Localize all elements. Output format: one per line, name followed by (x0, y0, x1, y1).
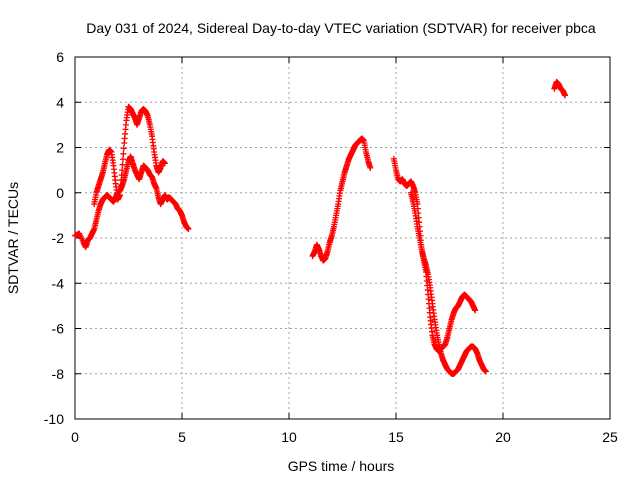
data-point-marker (120, 145, 127, 152)
data-point-marker (161, 160, 168, 167)
x-tick-label: 25 (602, 429, 618, 445)
data-point-marker (472, 307, 479, 314)
y-tick-label: 0 (56, 185, 64, 201)
data-point-marker (120, 150, 127, 157)
y-tick-label: -6 (52, 321, 65, 337)
data-point-marker (367, 164, 374, 171)
y-tick-label: -2 (52, 230, 65, 246)
data-point-marker (482, 368, 489, 375)
x-tick-labels: 0 5 10 15 20 25 (71, 429, 618, 445)
x-tick-label: 0 (71, 429, 79, 445)
y-tick-label: 6 (56, 49, 64, 65)
data-point-marker (119, 161, 126, 168)
data-point-marker (119, 156, 126, 163)
series-group (551, 78, 569, 99)
x-axis-label: GPS time / hours (288, 458, 395, 474)
y-tick-label: -10 (44, 411, 64, 427)
y-tick-label: 4 (56, 94, 64, 110)
y-tick-labels: -10 -8 -6 -4 -2 0 2 4 6 (44, 49, 64, 427)
series-group (72, 153, 192, 251)
y-axis-label: SDTVAR / TECUs (5, 182, 21, 294)
chart-title: Day 031 of 2024, Sidereal Day-to-day VTE… (86, 20, 596, 36)
data-point-marker (119, 167, 126, 174)
x-tick-label: 20 (495, 429, 511, 445)
series-group (407, 189, 489, 377)
x-tick-label: 15 (388, 429, 404, 445)
axis-ticks (74, 56, 611, 420)
y-tick-label: -8 (52, 366, 65, 382)
data-markers (72, 78, 569, 377)
data-point-marker (185, 225, 192, 232)
y-tick-label: -4 (52, 275, 65, 291)
x-tick-label: 5 (178, 429, 186, 445)
data-point-marker (562, 92, 569, 99)
x-tick-label: 10 (281, 429, 297, 445)
series-group (309, 135, 374, 264)
y-tick-label: 2 (56, 140, 64, 156)
series-group (91, 103, 168, 208)
grid-lines (75, 57, 610, 419)
